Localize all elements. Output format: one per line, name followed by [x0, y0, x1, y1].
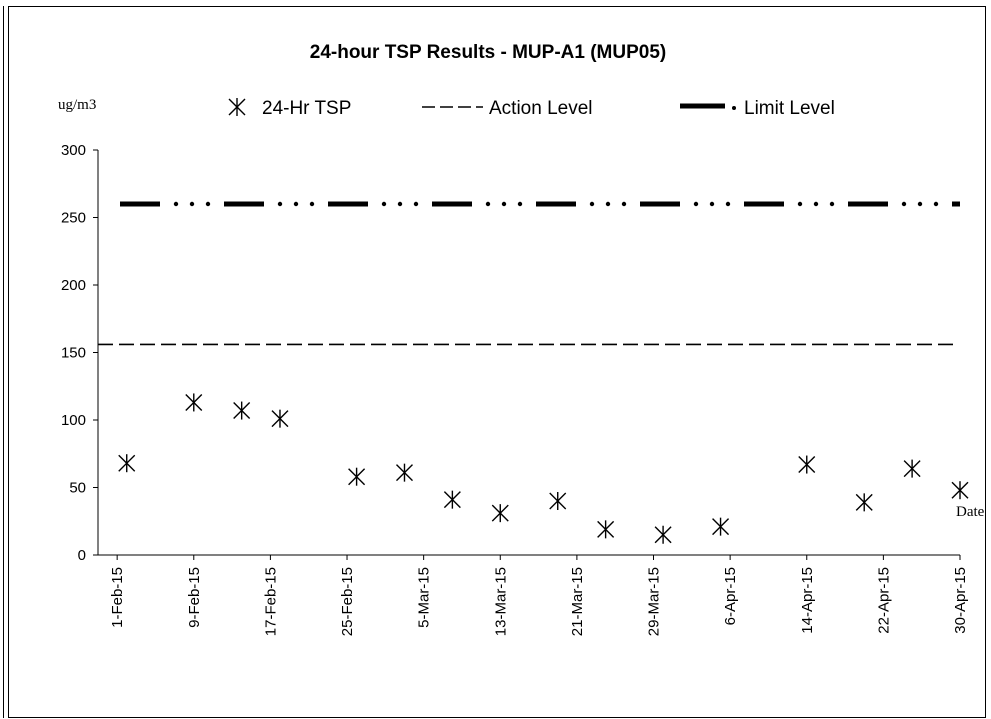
x-tick-label: 22-Apr-15: [875, 567, 892, 634]
limit-level-dot: [501, 201, 507, 207]
limit-level-dot: [517, 201, 523, 207]
limit-level-dot: [901, 201, 907, 207]
legend: 24-Hr TSP Action Level Limit Level: [228, 98, 835, 119]
y-tick-label: 0: [78, 547, 86, 564]
limit-level-dot: [917, 201, 923, 207]
tsp-data-point: [951, 481, 969, 500]
limit-level-dot: [205, 201, 211, 207]
limit-level-dot: [605, 201, 611, 207]
tsp-data-point: [798, 455, 816, 474]
tsp-data-point: [271, 409, 289, 428]
tsp-data-point: [443, 490, 461, 509]
chart-frame: [8, 6, 986, 718]
y-tick-label: 150: [61, 345, 86, 362]
limit-level-dot: [709, 201, 715, 207]
limit-level-dot: [829, 201, 835, 207]
tsp-data-point: [348, 467, 366, 486]
limit-level-dot: [293, 201, 299, 207]
limit-level-dot: [277, 201, 283, 207]
x-tick-label: 5-Mar-15: [416, 567, 433, 628]
legend-entry-limit: Limit Level: [744, 98, 835, 119]
x-tick-label: 6-Apr-15: [722, 567, 739, 625]
tsp-data-point: [549, 492, 567, 510]
legend-entry-tsp: 24-Hr TSP: [262, 98, 351, 119]
tsp-data-point: [491, 504, 509, 523]
limit-level-dot: [485, 201, 491, 207]
limit-level-dot: [725, 201, 731, 207]
data-points: [118, 393, 969, 544]
x-tick-label: 25-Feb-15: [339, 567, 356, 636]
tsp-data-point: [233, 401, 251, 420]
tsp-data-point: [855, 493, 873, 512]
x-tick-label: 14-Apr-15: [799, 567, 816, 634]
limit-level-line: [120, 201, 960, 207]
limit-level-dot: [933, 201, 939, 207]
chart-title: 24-hour TSP Results - MUP-A1 (MUP05): [310, 42, 666, 63]
x-axis-unit-label: Date: [956, 504, 985, 520]
tsp-data-point: [712, 517, 730, 536]
limit-level-dot: [413, 201, 419, 207]
x-tick-label: 17-Feb-15: [262, 567, 279, 636]
tsp-data-point: [654, 525, 672, 544]
legend-asterisk-mark: [228, 98, 246, 116]
y-tick-label: 250: [61, 210, 86, 227]
y-tick-label: 100: [61, 412, 86, 429]
limit-level-dot: [309, 201, 315, 207]
tsp-data-point: [597, 520, 615, 539]
tsp-data-point: [395, 463, 413, 482]
limit-level-dot: [381, 201, 387, 207]
limit-level-dot: [797, 201, 803, 207]
limit-level-dot: [589, 201, 595, 207]
reference-lines: [98, 201, 960, 346]
y-axis-unit-label: ug/m3: [58, 97, 96, 113]
x-tick-label: 9-Feb-15: [186, 567, 203, 628]
legend-dot-icon: [732, 106, 736, 110]
x-tick-label: 21-Mar-15: [569, 567, 586, 636]
x-tick-label: 1-Feb-15: [109, 567, 126, 628]
x-tick-label: 13-Mar-15: [492, 567, 509, 636]
limit-level-dot: [813, 201, 819, 207]
tsp-data-point: [185, 393, 203, 412]
y-tick-label: 300: [61, 142, 86, 159]
legend-entry-action: Action Level: [489, 98, 593, 119]
limit-level-dot: [173, 201, 179, 207]
x-tick-label: 29-Mar-15: [646, 567, 663, 636]
tsp-data-point: [118, 454, 136, 473]
legend-asterisk-icon: [228, 98, 246, 116]
x-tick-label: 30-Apr-15: [952, 567, 969, 634]
tsp-data-point: [903, 459, 921, 478]
axes: 0 50 100 150 200 250 300 1-Feb-15 9-Feb-15 17-Feb…: [61, 142, 969, 636]
limit-level-dot: [693, 201, 699, 207]
limit-level-dot: [397, 201, 403, 207]
limit-level-dot: [189, 201, 195, 207]
limit-level-dot: [621, 201, 627, 207]
y-tick-label: 50: [69, 480, 86, 497]
y-tick-label: 200: [61, 277, 86, 294]
